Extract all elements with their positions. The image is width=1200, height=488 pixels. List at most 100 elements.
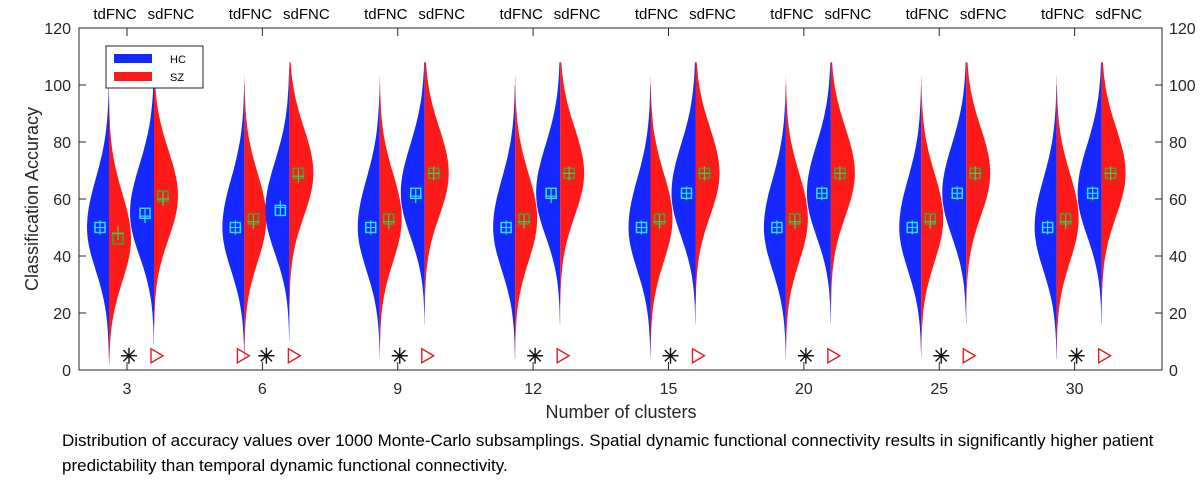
group-label-sdfnc: sdFNC	[825, 6, 872, 23]
hc-mean-cross	[906, 220, 919, 235]
hc-mean-cross	[409, 189, 422, 204]
sz-mean-cross	[833, 166, 846, 181]
y-tick-label: 100	[44, 78, 71, 95]
violin-hc-half	[400, 62, 425, 325]
sz-mean-cross	[563, 166, 576, 181]
sz-mean-cross	[112, 226, 124, 241]
x-axis-title: Number of clusters	[545, 402, 696, 422]
violin-hc-half	[536, 62, 561, 325]
y-tick-label: 20	[53, 306, 71, 323]
x-tick-label: 15	[660, 381, 678, 398]
violin-tdfnc-25	[899, 76, 944, 359]
violin-sdfnc-12	[536, 62, 585, 325]
asterisk-marker	[391, 347, 408, 364]
violin-sdfnc-20	[806, 62, 855, 325]
legend-swatch-hc	[114, 54, 152, 63]
violin-sz-half	[109, 96, 131, 365]
violin-sz-half	[695, 62, 720, 305]
violin-tdfnc-3	[87, 85, 131, 365]
y-axis-right: 0 20 40 60 80 100 120	[1155, 21, 1196, 380]
hc-mean-cross	[545, 189, 558, 204]
sz-mean-cross	[247, 214, 260, 229]
triangle-marker	[1097, 347, 1113, 364]
violin-sz-half	[424, 62, 449, 305]
sz-mean-cross	[698, 166, 711, 181]
violins	[87, 62, 1126, 365]
sz-mean-cross	[1059, 214, 1072, 229]
asterisk-marker	[662, 347, 679, 364]
legend-box	[105, 45, 204, 89]
hc-mean-cross	[815, 186, 828, 201]
violin-sz-half	[289, 62, 314, 305]
y-tick-label: 120	[44, 21, 71, 38]
group-labels: tdFNC sdFNC tdFNC sdFNC tdFNC sdFNC tdFNC sdFNC…	[93, 6, 1142, 23]
violin-sdfnc-3	[130, 62, 178, 345]
sz-mean-cross	[788, 214, 801, 229]
violin-tdfnc-6	[222, 76, 267, 359]
violin-tdfnc-30	[1034, 76, 1079, 359]
y-tick-label: 80	[53, 135, 71, 152]
sz-mean-cross	[292, 169, 305, 184]
group-label-tdfnc: tdFNC	[1041, 6, 1085, 23]
sz-mean-cross	[427, 166, 440, 181]
triangle-marker	[691, 347, 706, 364]
y-axis-left: 0 20 40 60 80 100 120	[44, 21, 86, 380]
violin-sz-half	[154, 62, 178, 328]
group-label-sdfnc: sdFNC	[960, 6, 1007, 23]
group-label-tdfnc: tdFNC	[499, 6, 543, 23]
group-label-tdfnc: tdFNC	[229, 6, 273, 23]
violin-sdfnc-30	[1077, 62, 1126, 325]
triangle-marker	[287, 347, 302, 364]
violin-sdfnc-6	[265, 62, 314, 342]
group-label-sdfnc: sdFNC	[148, 6, 195, 23]
y-right-tick-label: 0	[1169, 363, 1178, 380]
hc-mean-cross	[635, 220, 648, 235]
figure-caption: Distribution of accuracy values over 100…	[62, 431, 1154, 475]
y-right-tick-label: 60	[1169, 192, 1187, 209]
hc-mean-cross	[274, 200, 287, 215]
hc-mean-cross	[364, 220, 377, 235]
legend-label-sz: SZ	[170, 72, 184, 84]
group-label-tdfnc: tdFNC	[93, 6, 137, 23]
group-label-tdfnc: tdFNC	[364, 6, 408, 23]
asterisk-marker	[527, 347, 544, 364]
violin-sdfnc-9	[400, 62, 449, 325]
y-right-tick-label: 80	[1169, 135, 1187, 152]
x-tick-label: 6	[258, 381, 267, 398]
asterisk-marker	[1068, 347, 1085, 364]
asterisk-marker	[121, 347, 137, 364]
sz-mean-cross	[382, 214, 395, 229]
triangle-marker	[962, 347, 977, 364]
x-tick-label: 30	[1066, 381, 1084, 398]
asterisk-marker	[933, 347, 950, 364]
sz-mean-cross	[924, 214, 937, 229]
violin-sz-half	[966, 62, 991, 305]
legend-label-hc: HC	[170, 54, 186, 66]
hc-mean-cross	[951, 186, 964, 201]
asterisk-marker	[258, 347, 275, 364]
group-label-sdfnc: sdFNC	[689, 6, 736, 23]
violin-tdfnc-15	[628, 76, 673, 359]
sz-mean-cross	[157, 192, 169, 206]
violin-tdfnc-12	[493, 76, 538, 359]
violin-chart: 0 20 40 60 80 100 120 0 20 40 60 80 100 120 3 6 9 12 15 2…	[22, 6, 1196, 422]
y-right-tick-label: 40	[1169, 249, 1187, 266]
hc-mean-cross	[1041, 220, 1054, 235]
hc-mean-cross	[1086, 186, 1099, 201]
sz-mean-cross	[1104, 166, 1117, 181]
triangle-marker	[421, 347, 436, 364]
violin-sz-half	[560, 62, 585, 305]
violin-sz-half	[1101, 62, 1126, 305]
x-tick-label: 20	[795, 381, 813, 398]
y-tick-label: 40	[53, 249, 71, 266]
group-label-tdfnc: tdFNC	[635, 6, 679, 23]
violin-tdfnc-20	[763, 76, 808, 359]
violin-sdfnc-15	[671, 62, 720, 325]
group-label-sdfnc: sdFNC	[418, 6, 465, 23]
group-label-tdfnc: tdFNC	[770, 6, 814, 23]
y-right-tick-label: 20	[1169, 306, 1187, 323]
x-tick-label: 25	[930, 381, 948, 398]
significance-markers	[121, 347, 1113, 364]
hc-mean-cross	[680, 186, 693, 201]
group-label-sdfnc: sdFNC	[283, 6, 330, 23]
